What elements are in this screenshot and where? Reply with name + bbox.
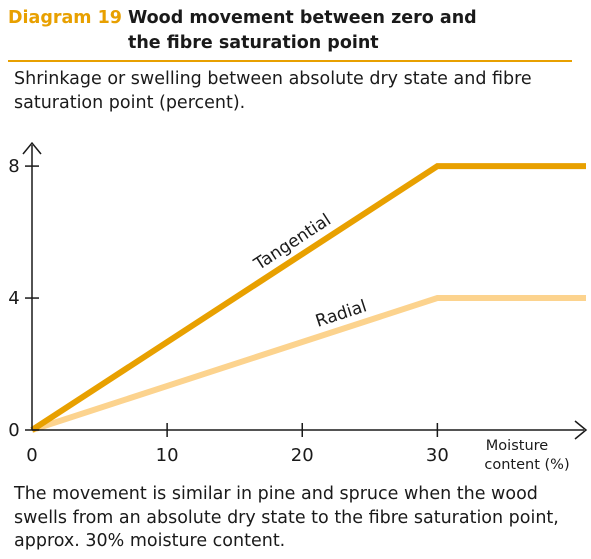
y-tick-label-8: 8 (8, 156, 19, 177)
axes-layer (22, 141, 588, 440)
x-tick-label-10: 10 (156, 445, 179, 466)
chart-subtitle: Shrinkage or swelling between absolute d… (14, 69, 532, 113)
x-axis-title-line-2: content (%) (484, 457, 569, 473)
x-tick-label-0: 0 (26, 445, 37, 466)
page-title: Wood movement between zero and the fibre… (127, 8, 477, 53)
y-tick-label-0: 0 (8, 420, 19, 441)
title-row: Diagram 19 Wood movement between zero an… (8, 6, 572, 56)
x-axis-arrow (574, 420, 588, 440)
diagram-number: Diagram 19 (8, 8, 122, 28)
y-tick-label-4: 4 (8, 288, 19, 309)
x-axis-title: Moisture content (%) (484, 438, 569, 473)
series-layer (30, 163, 586, 433)
title-divider (8, 60, 572, 62)
x-axis-title-line-1: Moisture (486, 438, 548, 454)
y-axis-arrow (22, 141, 42, 155)
series-line-radial (31, 295, 586, 433)
diagram-header: Diagram 19 Wood movement between zero an… (8, 6, 572, 56)
x-tick-label-30: 30 (426, 445, 449, 466)
x-tick-label-20: 20 (291, 445, 314, 466)
series-line-tangential (30, 163, 586, 433)
chart-footnote: The movement is similar in pine and spru… (14, 484, 559, 551)
